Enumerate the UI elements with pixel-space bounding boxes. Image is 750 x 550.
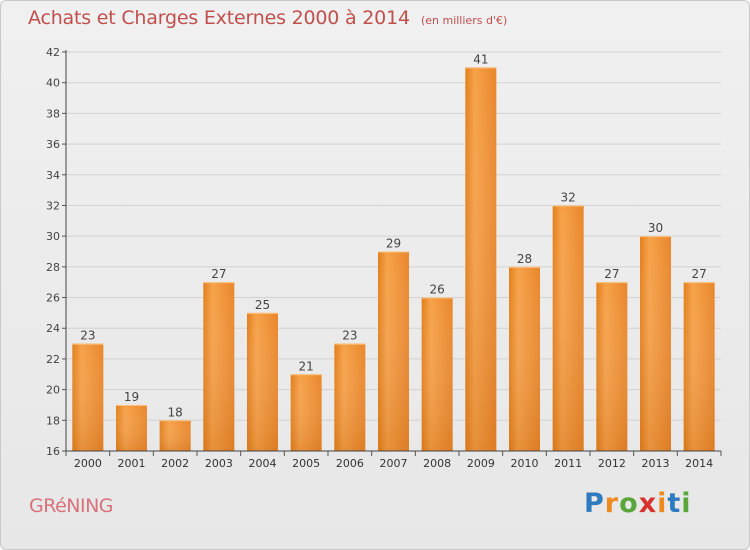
x-tick-label: 2010 <box>511 457 539 470</box>
y-tick-label: 42 <box>46 46 60 59</box>
y-tick-label: 16 <box>46 445 60 458</box>
bar-shade <box>72 343 104 451</box>
proxiti-logo: Proxiti <box>584 488 692 519</box>
chart-unit: (en milliers d'€) <box>420 14 508 27</box>
x-tick-label: 2011 <box>554 457 582 470</box>
x-tick-label: 2005 <box>292 457 320 470</box>
bar-value-label: 25 <box>255 298 270 312</box>
x-tick-label: 2006 <box>336 457 364 470</box>
y-tick-label: 32 <box>46 199 60 212</box>
bar-shade <box>509 266 540 451</box>
y-tick-label: 18 <box>46 414 60 427</box>
bar-value-label: 41 <box>473 52 488 66</box>
bar-value-label: 23 <box>342 329 357 343</box>
bar-shade <box>290 374 322 451</box>
x-tick-label: 2008 <box>423 457 451 470</box>
chart-title: Achats et Charges Externes 2000 à 2014 <box>28 7 410 29</box>
x-tick-label: 2013 <box>642 457 670 470</box>
x-tick-label: 2007 <box>380 457 408 470</box>
bar-value-label: 27 <box>211 267 226 281</box>
bar-value-label: 19 <box>124 390 139 404</box>
x-tick-label: 2014 <box>685 457 713 470</box>
bar-value-label: 18 <box>168 405 183 419</box>
bar-shade <box>334 343 366 451</box>
y-tick-label: 30 <box>46 230 60 243</box>
x-tick-label: 2000 <box>74 457 102 470</box>
bar-shade <box>203 282 235 451</box>
y-tick-label: 28 <box>46 261 60 274</box>
bar-value-label: 26 <box>430 283 445 297</box>
x-tick-label: 2012 <box>598 457 626 470</box>
bar-value-label: 21 <box>299 359 314 373</box>
bar-value-label: 32 <box>561 190 576 204</box>
x-tick-label: 2004 <box>249 457 277 470</box>
x-tick-label: 2009 <box>467 457 495 470</box>
chart-title-row: Achats et Charges Externes 2000 à 2014 (… <box>28 7 507 29</box>
bar-shade <box>247 312 278 451</box>
y-tick-label: 22 <box>46 353 60 366</box>
y-tick-label: 20 <box>46 384 60 397</box>
bar-value-label: 28 <box>517 252 532 266</box>
bar-shade <box>159 420 191 451</box>
place-name: GRéNING <box>29 495 114 517</box>
bar-shade <box>116 404 147 451</box>
x-tick-label: 2003 <box>205 457 233 470</box>
y-tick-label: 34 <box>46 169 60 182</box>
bar-value-label: 30 <box>648 221 663 235</box>
y-tick-label: 38 <box>46 107 60 120</box>
bar-shade <box>596 282 628 451</box>
bar-shade <box>640 236 671 451</box>
y-tick-label: 26 <box>46 292 60 305</box>
bar-shade <box>378 251 409 451</box>
y-tick-label: 40 <box>46 77 60 90</box>
bar-shade <box>465 67 497 451</box>
bar-chart: 16 18 20 22 24 26 28 30 32 34 36 38 40 42 23 2000 19 2001… <box>46 46 722 470</box>
bar-value-label: 23 <box>80 329 95 343</box>
x-tick-label: 2001 <box>118 457 146 470</box>
bar-shade <box>683 282 715 451</box>
bar-value-label: 27 <box>604 267 619 281</box>
bar-value-label: 29 <box>386 237 401 251</box>
bar-shade <box>552 205 584 451</box>
bar-value-label: 27 <box>692 267 707 281</box>
y-tick-label: 36 <box>46 138 60 151</box>
x-tick-label: 2002 <box>161 457 189 470</box>
bar-shade <box>421 297 453 451</box>
y-tick-label: 24 <box>46 322 60 335</box>
